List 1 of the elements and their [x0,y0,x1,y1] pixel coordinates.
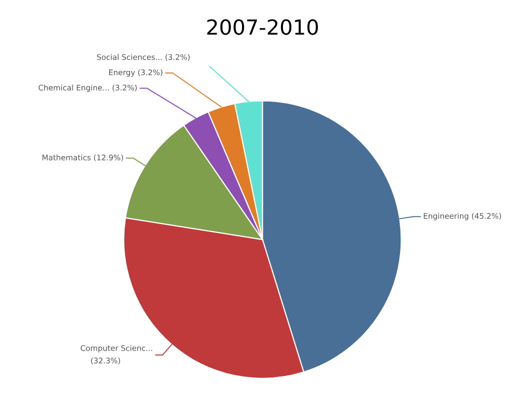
chart-title: 2007-2010 [207,19,318,35]
